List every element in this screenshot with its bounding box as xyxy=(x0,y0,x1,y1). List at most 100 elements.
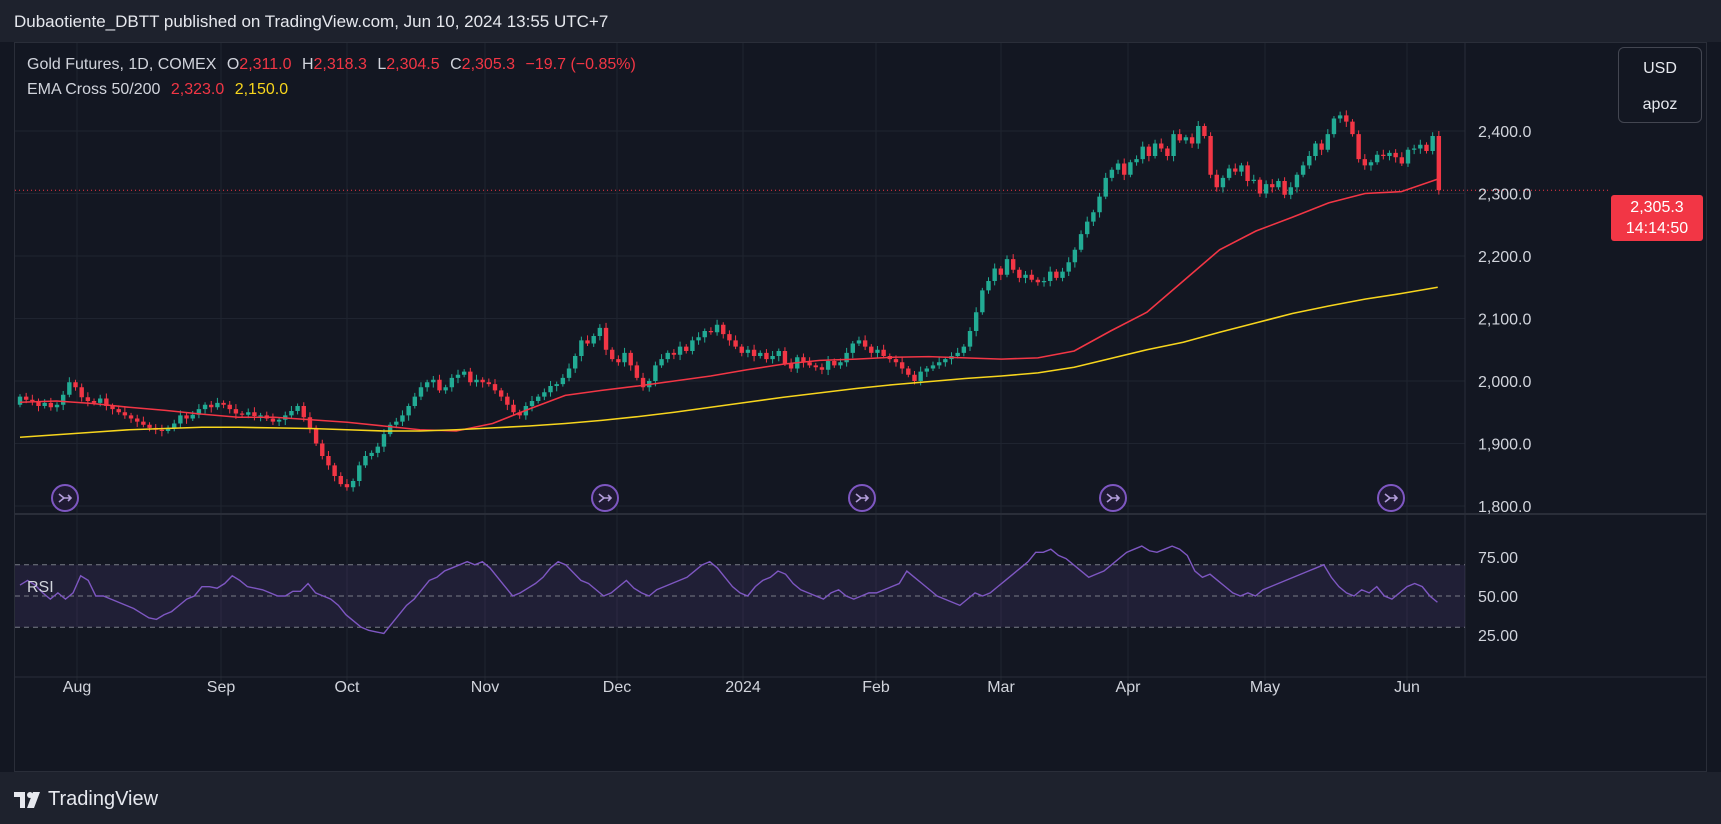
published-info: Dubaotiente_DBTT published on TradingVie… xyxy=(14,12,609,31)
candle xyxy=(1010,259,1016,270)
time-axis-label: Aug xyxy=(63,679,91,696)
candle xyxy=(936,362,942,366)
last-price-value: 2,305.3 xyxy=(1630,199,1684,216)
ohlc-open: O2,311.0 xyxy=(227,56,292,73)
candle xyxy=(431,379,436,383)
candle xyxy=(1294,174,1300,188)
candle xyxy=(110,406,115,410)
rsi-label[interactable]: RSI xyxy=(27,579,54,596)
candle xyxy=(97,398,103,403)
candle xyxy=(616,359,621,363)
candle xyxy=(190,414,195,419)
change-value: −19.7 (−0.85%) xyxy=(525,56,636,73)
scale-settings-box[interactable]: USD apoz xyxy=(1618,47,1702,123)
low-label: L xyxy=(377,56,387,73)
candle xyxy=(1023,274,1028,278)
candle xyxy=(196,409,202,415)
candle xyxy=(48,402,54,408)
candle xyxy=(1424,144,1429,151)
candle xyxy=(289,411,294,416)
candle xyxy=(782,351,788,364)
candle xyxy=(758,352,763,356)
candle xyxy=(147,424,152,428)
currency-label[interactable]: USD xyxy=(1643,60,1677,77)
ohlc-high: H2,318.3 xyxy=(302,56,367,73)
ema-200-line xyxy=(19,286,1438,439)
candle xyxy=(1078,234,1084,250)
event-arrow-glyph xyxy=(1384,493,1399,503)
footer-bar: TradingView xyxy=(0,772,1721,824)
candle xyxy=(1171,134,1176,156)
candle xyxy=(1313,143,1318,156)
candle xyxy=(394,421,399,425)
candle xyxy=(326,456,331,466)
candle xyxy=(1060,271,1065,278)
chart-panel[interactable]: 1,800.0 1,900.0 2,000.0 2,100.0 2,200.0 2,300… xyxy=(14,42,1707,772)
candle xyxy=(344,484,350,488)
candle xyxy=(1381,154,1386,156)
candle xyxy=(1405,149,1411,164)
candle xyxy=(659,359,664,366)
candle xyxy=(893,359,899,363)
candle xyxy=(1374,154,1380,163)
price-axis-label: 2,000.0 xyxy=(1478,374,1531,391)
ema-label[interactable]: EMA Cross 50/200 xyxy=(27,81,161,98)
candle xyxy=(973,312,979,331)
candle xyxy=(628,352,633,366)
low-value: 2,304.5 xyxy=(386,56,440,73)
candle xyxy=(1387,152,1392,156)
candle xyxy=(258,415,263,417)
candle xyxy=(104,398,109,406)
candle xyxy=(60,394,66,405)
candle xyxy=(912,374,917,381)
candle xyxy=(819,367,825,370)
candle xyxy=(184,415,189,419)
candle xyxy=(856,340,862,344)
rsi-line xyxy=(19,545,1438,635)
candle xyxy=(1066,262,1071,272)
chart-canvas[interactable]: 1,800.0 1,900.0 2,000.0 2,100.0 2,200.0 2,300… xyxy=(15,43,1707,772)
candle xyxy=(529,401,535,406)
candle xyxy=(116,409,121,413)
candle xyxy=(862,340,868,347)
candle xyxy=(79,387,84,398)
candle xyxy=(1356,134,1361,160)
candle xyxy=(498,390,504,397)
candle xyxy=(702,331,707,338)
candle xyxy=(788,363,794,369)
price-axis-label: 2,200.0 xyxy=(1478,249,1531,266)
candle xyxy=(961,346,967,353)
candle xyxy=(202,404,208,410)
candle xyxy=(461,371,467,375)
candle xyxy=(1399,157,1405,164)
candle xyxy=(313,427,319,444)
candle xyxy=(1282,181,1287,195)
candle xyxy=(455,374,461,378)
candle xyxy=(1257,179,1263,194)
candle xyxy=(246,412,251,415)
candle xyxy=(1165,148,1170,156)
candle xyxy=(665,352,670,360)
candle xyxy=(1430,136,1435,151)
event-arrow-glyph xyxy=(855,493,870,503)
candle xyxy=(634,365,640,378)
candle xyxy=(850,343,855,353)
ema50-value: 2,323.0 xyxy=(170,81,225,98)
candle xyxy=(967,331,973,347)
symbol-title[interactable]: Gold Futures, 1D, COMEX xyxy=(27,56,217,73)
candle xyxy=(1097,196,1102,213)
candle xyxy=(1288,187,1293,195)
candle xyxy=(1220,177,1226,188)
open-value: 2,311.0 xyxy=(239,56,292,73)
candle xyxy=(1337,115,1343,119)
rsi-axis-label: 75.00 xyxy=(1478,550,1518,567)
candle xyxy=(301,406,306,418)
user-label[interactable]: apoz xyxy=(1642,96,1678,113)
candle xyxy=(899,362,905,369)
candle xyxy=(1041,281,1047,283)
tradingview-brand[interactable]: TradingView xyxy=(14,788,158,811)
top-bar: Dubaotiente_DBTT published on TradingVie… xyxy=(0,0,1721,42)
candle xyxy=(42,402,47,406)
tradingview-wordmark: TradingView xyxy=(48,788,159,810)
candle xyxy=(807,362,812,366)
